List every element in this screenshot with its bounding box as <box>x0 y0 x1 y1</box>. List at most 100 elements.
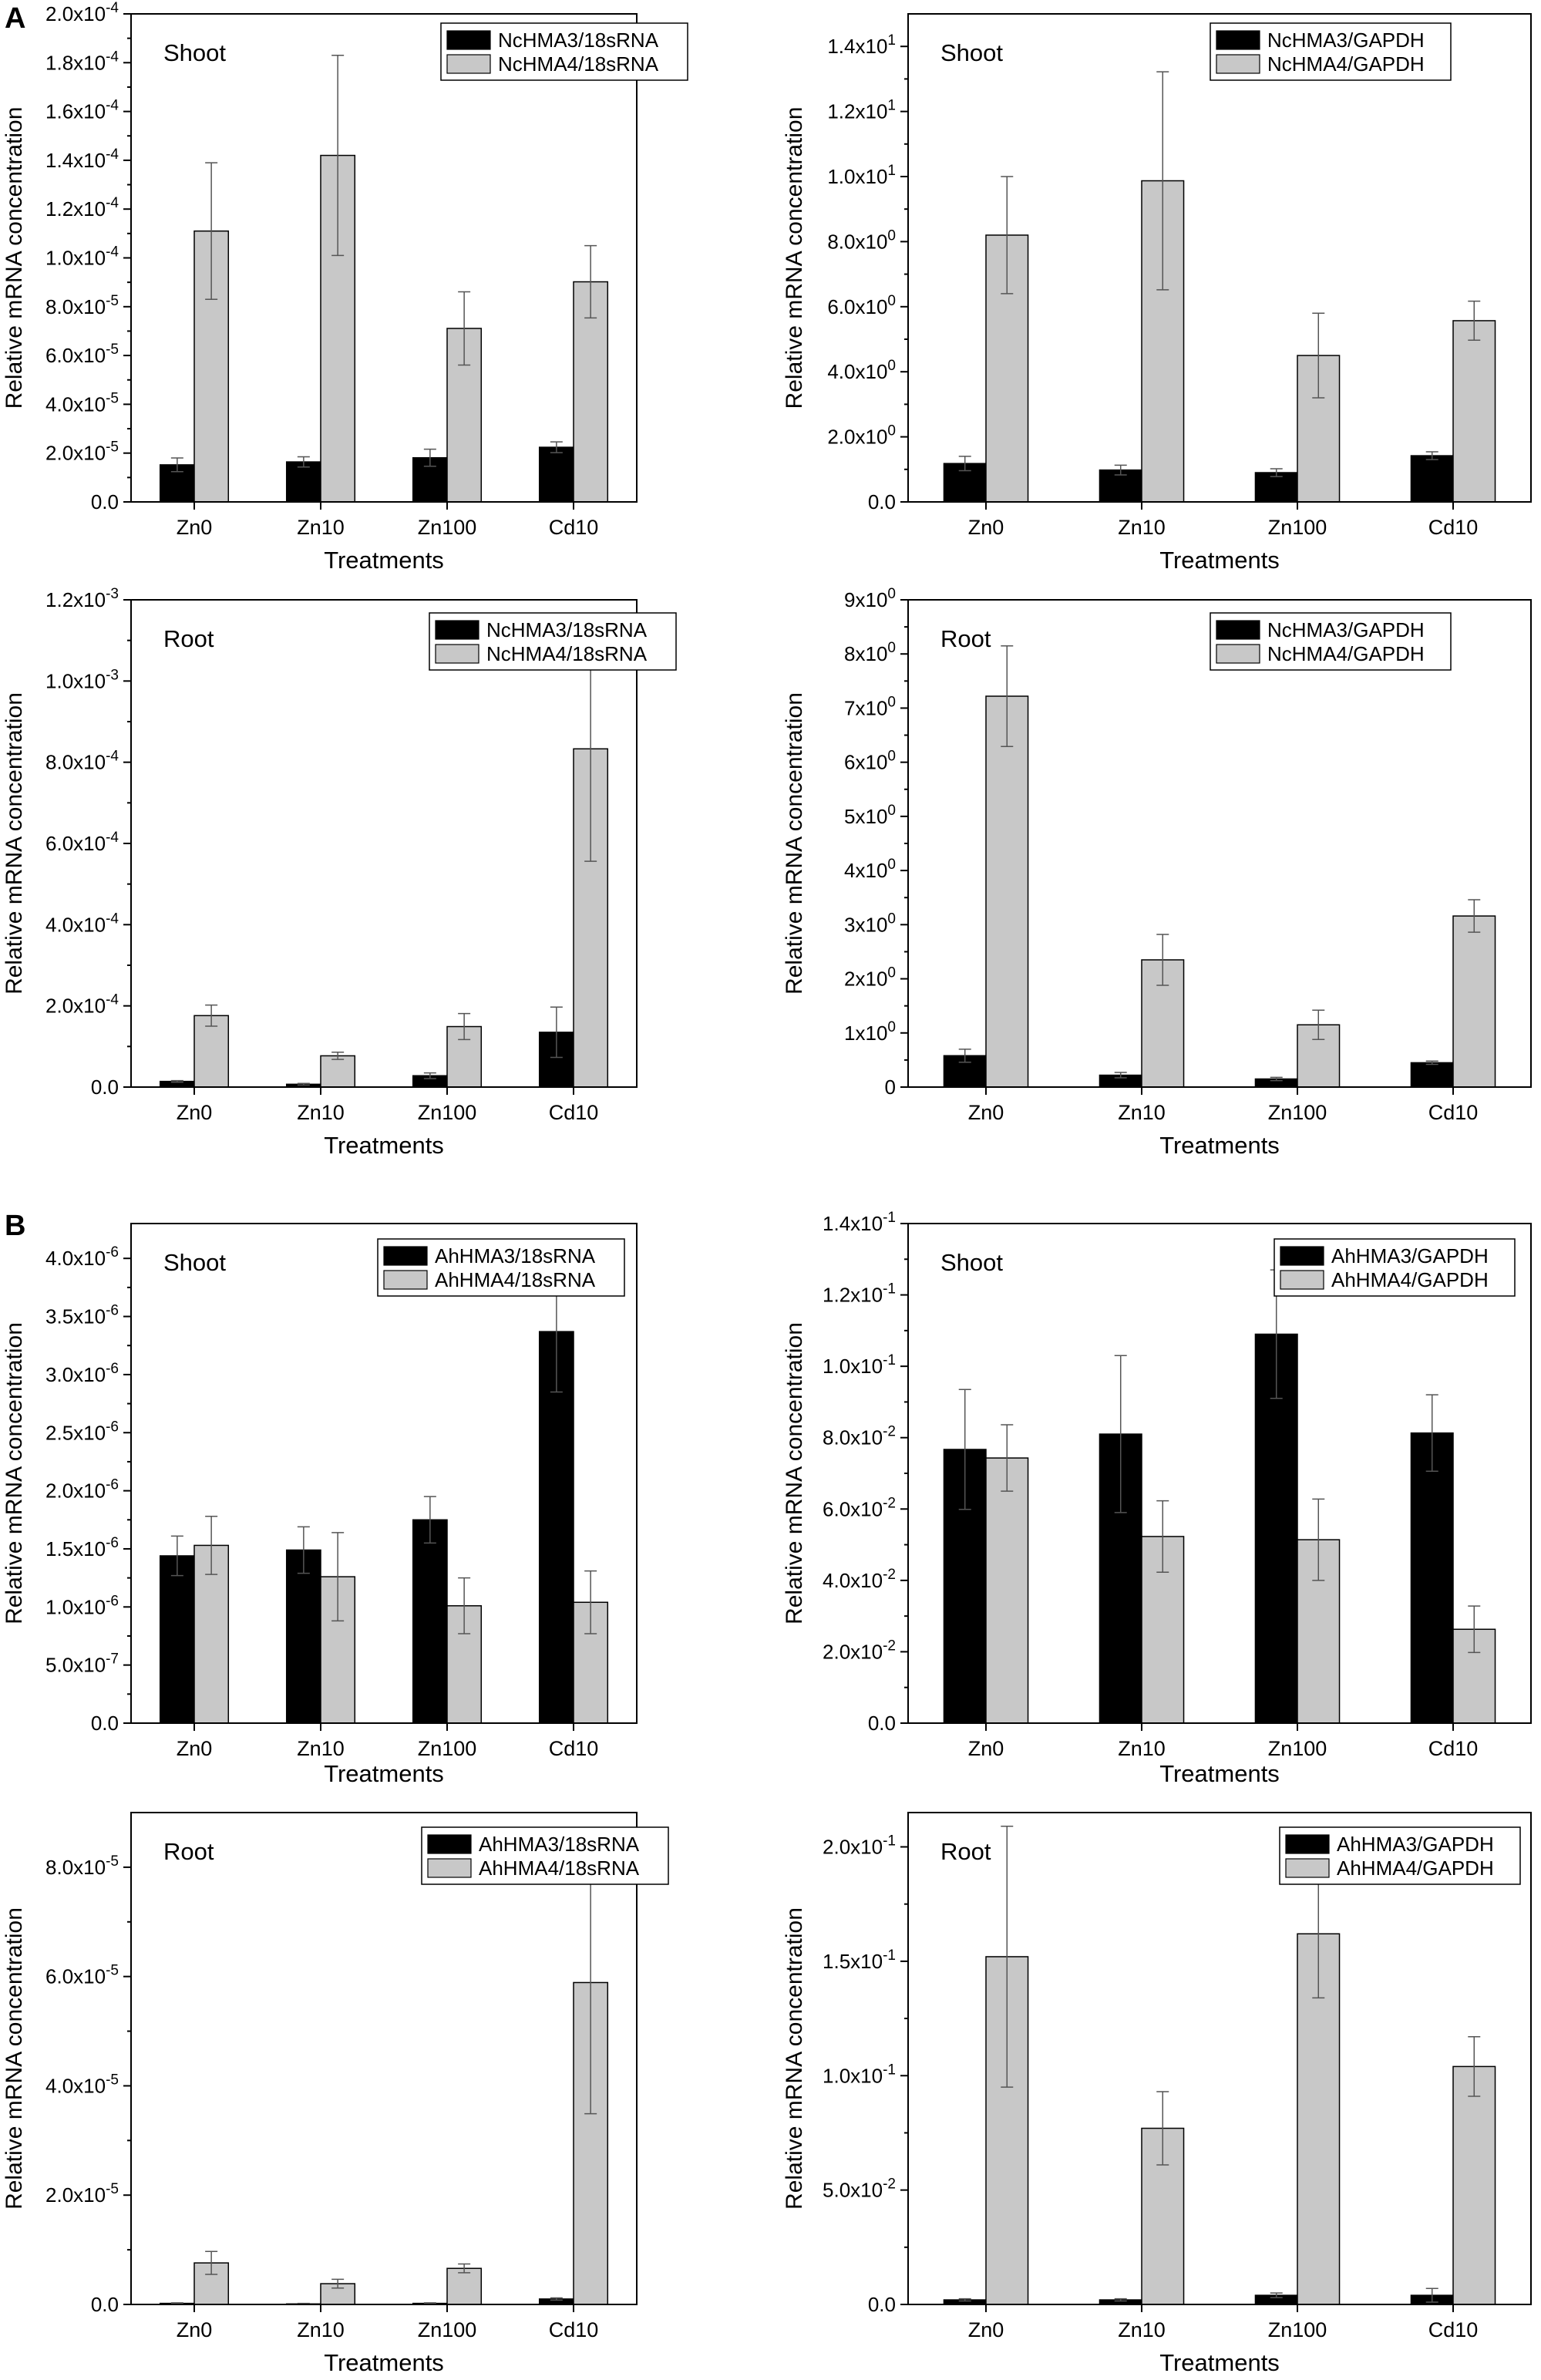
y-tick-label: 4.0x10-2 <box>823 1567 896 1592</box>
y-tick-label: 8.0x10-5 <box>45 293 119 318</box>
y-tick-label: 1x100 <box>844 1019 896 1045</box>
bar-ahhma3-18srna-zn10 <box>285 1549 321 1724</box>
x-category-label: Zn0 <box>177 516 213 539</box>
y-tick-label: 1.8x10-4 <box>45 49 119 74</box>
y-tick-label: 1.5x10-6 <box>45 1535 119 1560</box>
y-tick-label: 8.0x100 <box>827 227 896 253</box>
y-tick-label: 2.0x100 <box>827 423 896 449</box>
y-tick-label: 3.5x10-6 <box>45 1303 119 1328</box>
x-axis-label: Treatments <box>1159 1760 1280 1787</box>
bar-nchma4-gapdh-zn0 <box>985 695 1029 1088</box>
y-tick-label: 2.0x10-4 <box>45 992 119 1018</box>
y-tick-label: 7x100 <box>844 694 896 719</box>
legend-label: AhHMA4/18sRNA <box>435 1268 596 1291</box>
x-axis-label: Treatments <box>1159 547 1280 574</box>
y-tick-label: 1.2x10-3 <box>45 586 119 611</box>
plot-frame <box>907 1812 1532 2305</box>
chart-title: Root <box>163 625 214 652</box>
y-tick-label: 0.0 <box>868 490 896 513</box>
y-tick-label: 4.0x10-5 <box>45 390 119 416</box>
y-tick-label: 1.5x10-1 <box>823 1947 896 1973</box>
legend-label: NcHMA4/GAPDH <box>1267 52 1425 76</box>
legend-swatch <box>1285 1834 1330 1854</box>
x-category-label: Cd10 <box>549 2318 599 2341</box>
x-category-label: Zn10 <box>1118 1737 1166 1760</box>
x-category-label: Zn10 <box>1118 2318 1166 2341</box>
legend-swatch <box>383 1246 428 1266</box>
chart-3: 0.0 2.0x10-4 4.0x10-4 6.0x10-4 8.0x10-4 1.0x1… <box>2 586 677 1159</box>
y-tick-label: 4x100 <box>844 857 896 882</box>
legend-swatch <box>435 644 479 664</box>
x-category-label: Zn0 <box>968 2318 1004 2341</box>
x-category-label: Cd10 <box>1428 516 1479 539</box>
y-tick-label: 2.0x10-5 <box>45 2181 119 2207</box>
y-tick-label: 1.0x10-1 <box>823 2062 896 2087</box>
legend-label: NcHMA3/18sRNA <box>486 618 648 641</box>
chart-title: Root <box>940 625 991 652</box>
bar-nchma3-gapdh-cd10 <box>1410 1062 1454 1088</box>
x-category-label: Zn0 <box>968 516 1004 539</box>
y-tick-label: 1.0x10-3 <box>45 667 119 692</box>
y-tick-label: 2.0x10-1 <box>823 1833 896 1859</box>
y-tick-label: 1.2x10-1 <box>823 1281 896 1307</box>
y-tick-label: 8.0x10-4 <box>45 749 119 774</box>
legend-swatch <box>446 30 491 50</box>
y-tick-label: 1.0x10-6 <box>45 1593 119 1618</box>
x-category-label: Zn10 <box>1118 516 1166 539</box>
x-category-label: Zn10 <box>297 1101 345 1124</box>
legend-label: NcHMA4/GAPDH <box>1267 642 1425 665</box>
y-axis-label: Relative mRNA concentration <box>2 1907 27 2210</box>
chart-8: 0.0 5.0x10-2 1.0x10-1 1.5x10-1 2.0x10-1 Zn0 Zn… <box>782 1812 1532 2376</box>
bar-ahhma3-18srna-zn0 <box>159 1555 195 1724</box>
y-tick-label: 1.2x101 <box>827 98 896 123</box>
x-category-label: Cd10 <box>549 1737 599 1760</box>
y-tick-label: 6.0x10-4 <box>45 830 119 855</box>
bar-nchma3-18srna-zn10 <box>285 461 321 503</box>
y-tick-label: 5.0x10-2 <box>823 2176 896 2202</box>
bar-ahhma4-gapdh-cd10 <box>1452 2065 1496 2305</box>
bar-nchma3-gapdh-cd10 <box>1410 455 1454 503</box>
legend-label: NcHMA3/GAPDH <box>1267 618 1425 641</box>
y-tick-label: 2x100 <box>844 965 896 991</box>
x-category-label: Zn10 <box>1118 1101 1166 1124</box>
y-tick-label: 2.5x10-6 <box>45 1419 119 1444</box>
y-tick-label: 6.0x10-5 <box>45 1963 119 1988</box>
y-tick-label: 0.0 <box>91 1712 119 1735</box>
chart-6: 0.0 2.0x10-2 4.0x10-2 6.0x10-2 8.0x10-2 1.0x1… <box>782 1210 1532 1787</box>
x-category-label: Cd10 <box>1428 1737 1479 1760</box>
y-axis-label: Relative mRNA concentration <box>782 1907 807 2210</box>
y-tick-label: 4.0x10-5 <box>45 2072 119 2097</box>
y-tick-label: 2.0x10-5 <box>45 439 119 465</box>
x-category-label: Zn10 <box>297 1737 345 1760</box>
y-tick-label: 1.4x10-1 <box>823 1210 896 1235</box>
legend-swatch <box>1216 30 1260 50</box>
y-tick-label: 2.0x10-6 <box>45 1477 119 1503</box>
x-category-label: Zn100 <box>1268 516 1327 539</box>
y-tick-label: 1.0x101 <box>827 163 896 188</box>
x-category-label: Cd10 <box>549 1101 599 1124</box>
x-axis-label: Treatments <box>324 1760 444 1787</box>
y-tick-label: 1.0x10-1 <box>823 1352 896 1378</box>
plot-frame <box>130 1223 638 1724</box>
bar-nchma4-gapdh-cd10 <box>1452 915 1496 1088</box>
legend-swatch <box>1285 1858 1330 1878</box>
y-tick-label: 0.0 <box>868 1712 896 1735</box>
legend-label: AhHMA3/18sRNA <box>435 1244 596 1267</box>
chart-title: Shoot <box>163 1249 226 1276</box>
x-category-label: Zn0 <box>177 1737 213 1760</box>
y-tick-label: 4.0x10-6 <box>45 1244 119 1270</box>
x-category-label: Zn100 <box>1268 1737 1327 1760</box>
x-axis-label: Treatments <box>324 547 444 574</box>
chart-title: Shoot <box>940 1249 1003 1276</box>
y-tick-label: 0.0 <box>91 490 119 513</box>
x-axis-label: Treatments <box>1159 1132 1280 1159</box>
chart-title: Shoot <box>163 39 226 66</box>
legend-label: AhHMA3/GAPDH <box>1331 1244 1489 1267</box>
y-tick-label: 6.0x10-5 <box>45 342 119 367</box>
y-tick-label: 1.4x101 <box>827 32 896 58</box>
legend-swatch <box>435 620 479 640</box>
y-tick-label: 6.0x100 <box>827 293 896 318</box>
plot-frame <box>907 599 1532 1088</box>
legend-swatch <box>383 1270 428 1290</box>
legend-swatch <box>1216 54 1260 74</box>
